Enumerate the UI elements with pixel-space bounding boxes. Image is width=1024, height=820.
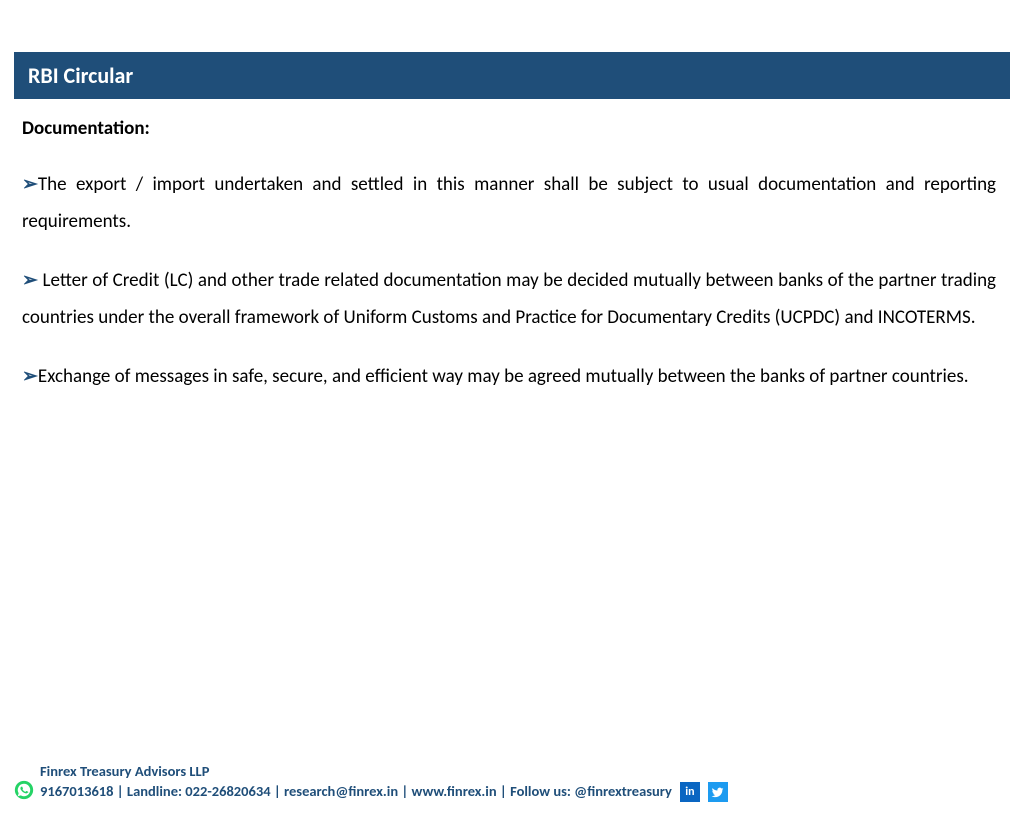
- contact-details: 9167013618 | Landline: 022-26820634 | re…: [40, 782, 672, 802]
- page-title: RBI Circular: [28, 62, 133, 89]
- footer-text-block: Finrex Treasury Advisors LLP 9167013618 …: [40, 762, 728, 802]
- twitter-icon[interactable]: [708, 782, 728, 802]
- linkedin-icon[interactable]: in: [680, 782, 700, 802]
- chevron-right-icon: ➢: [22, 365, 38, 388]
- chevron-right-icon: ➢: [22, 173, 38, 196]
- bullet-text: Exchange of messages in safe, secure, an…: [38, 365, 969, 388]
- bullet-text: Letter of Credit (LC) and other trade re…: [22, 269, 996, 329]
- section-heading: Documentation:: [22, 117, 996, 140]
- bullet-point: ➢ Letter of Credit (LC) and other trade …: [22, 262, 996, 336]
- chevron-right-icon: ➢: [22, 269, 38, 292]
- title-bar: RBI Circular: [14, 52, 1010, 99]
- bullet-text: The export / import undertaken and settl…: [22, 173, 996, 233]
- content-area: Documentation: ➢The export / import unde…: [0, 99, 1024, 395]
- company-name: Finrex Treasury Advisors LLP: [40, 762, 728, 782]
- footer: Finrex Treasury Advisors LLP 9167013618 …: [14, 762, 1010, 802]
- whatsapp-icon: [14, 780, 34, 800]
- bullet-point: ➢The export / import undertaken and sett…: [22, 166, 996, 240]
- bullet-point: ➢Exchange of messages in safe, secure, a…: [22, 358, 996, 395]
- contact-line: 9167013618 | Landline: 022-26820634 | re…: [40, 782, 728, 802]
